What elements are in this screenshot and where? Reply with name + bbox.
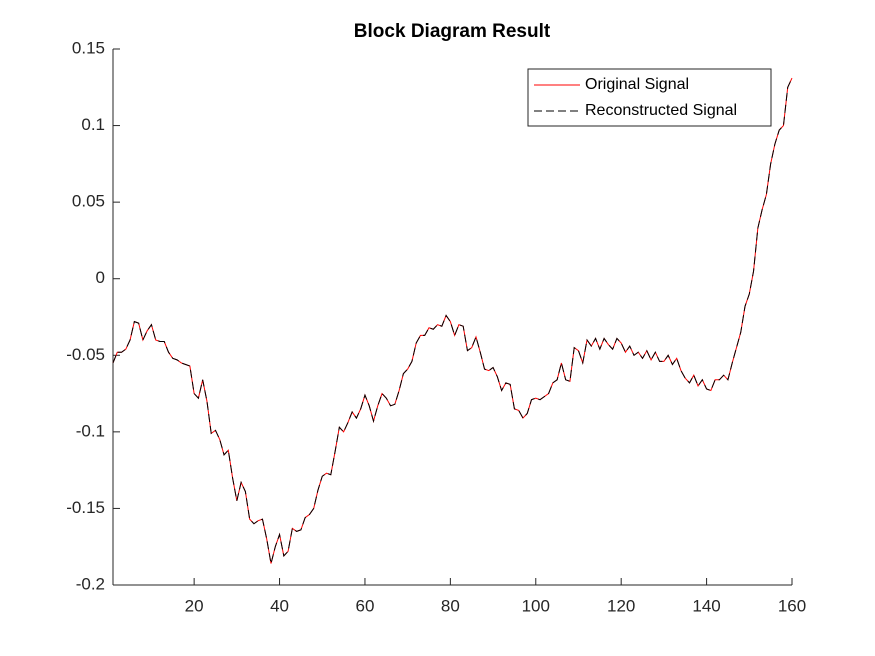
legend-label: Reconstructed Signal: [585, 102, 737, 119]
y-tick-label: -0.2: [76, 574, 105, 593]
x-tick-label: 120: [607, 596, 635, 615]
x-tick-label: 160: [778, 596, 806, 615]
x-tick-label: 20: [185, 596, 204, 615]
y-tick-label: 0: [96, 268, 105, 287]
y-tick-label: 0.1: [81, 115, 105, 134]
x-tick-label: 100: [522, 596, 550, 615]
legend-label: Original Signal: [585, 76, 689, 93]
y-tick-label: -0.1: [76, 421, 105, 440]
chart-title: Block Diagram Result: [354, 21, 551, 42]
x-tick-label: 80: [441, 596, 460, 615]
x-tick-label: 40: [270, 596, 289, 615]
y-tick-label: -0.05: [66, 345, 105, 364]
y-tick-label: -0.15: [66, 498, 105, 517]
series-line: [112, 77, 793, 564]
legend-box: [527, 68, 772, 127]
y-tick-label: 0.05: [72, 192, 105, 211]
x-tick-label: 60: [355, 596, 374, 615]
x-tick-label: 140: [692, 596, 720, 615]
y-tick-label: 0.15: [72, 38, 105, 57]
